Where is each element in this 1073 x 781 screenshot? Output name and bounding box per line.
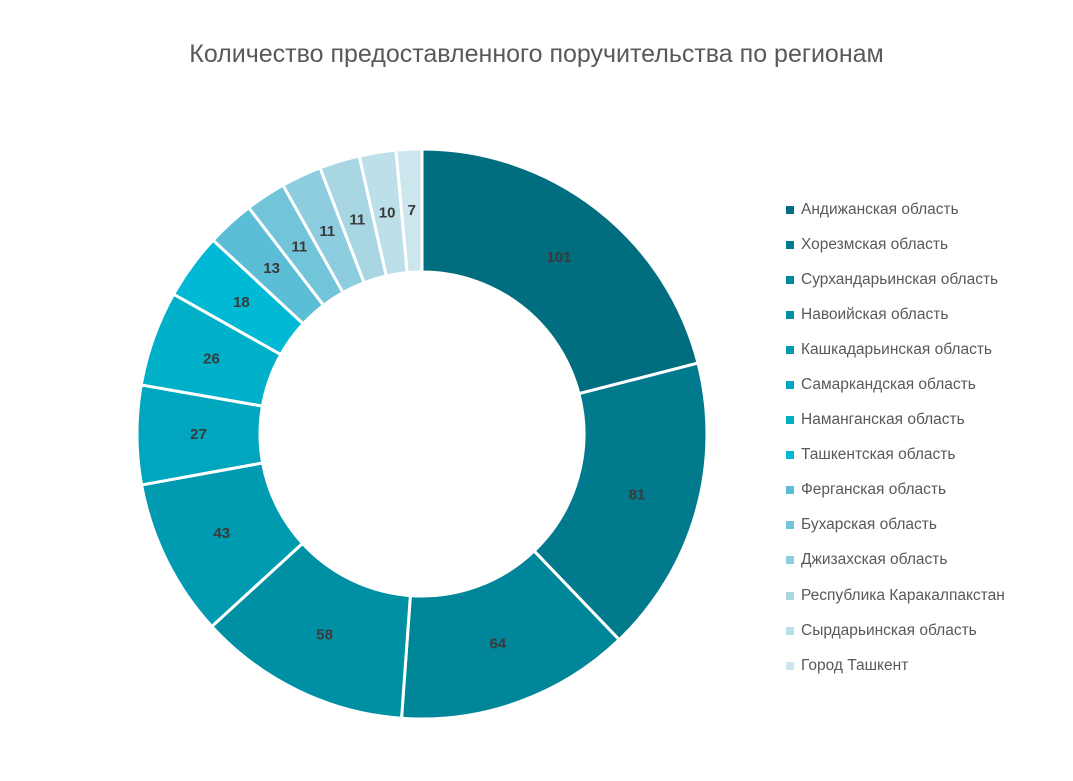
legend-swatch — [786, 205, 794, 214]
data-label: 18 — [233, 294, 250, 311]
legend-swatch — [786, 486, 794, 495]
legend-item: Сырдарьинская область — [786, 613, 1005, 648]
data-label: 43 — [213, 525, 230, 542]
data-label: 11 — [349, 212, 365, 229]
legend-label: Сурхандарьинская область — [801, 270, 999, 288]
legend-item: Хорезмская область — [786, 227, 1005, 262]
legend-swatch — [786, 310, 794, 319]
legend-item: Республика Каракалпакстан — [786, 578, 1005, 613]
data-label: 26 — [203, 350, 220, 367]
data-label: 58 — [316, 627, 333, 644]
legend-swatch — [786, 240, 794, 249]
data-label: 11 — [291, 239, 307, 256]
legend-swatch — [786, 591, 794, 600]
data-label: 27 — [190, 426, 207, 443]
data-label: 7 — [408, 202, 416, 219]
donut-slice — [531, 361, 709, 642]
data-label: 101 — [546, 249, 571, 266]
legend-swatch — [786, 556, 794, 565]
legend-label: Джизахская область — [801, 551, 948, 569]
legend-swatch — [786, 416, 794, 425]
legend-label: Ферганская область — [801, 481, 947, 499]
legend: Андижанская область Хорезмская область Сур… — [786, 192, 1005, 683]
legend-swatch — [786, 275, 794, 284]
legend-swatch — [786, 661, 794, 670]
data-label: 10 — [379, 205, 396, 222]
legend-label: Кашкадарьинская область — [801, 340, 992, 358]
legend-item: Город Ташкент — [786, 648, 1005, 683]
legend-swatch — [786, 345, 794, 354]
legend-swatch — [786, 521, 794, 530]
legend-swatch — [786, 451, 794, 460]
legend-swatch — [786, 626, 794, 635]
legend-label: Сырдарьинская область — [801, 621, 977, 639]
legend-label: Навоийская область — [801, 305, 949, 323]
legend-label: Республика Каракалпакстан — [801, 586, 1005, 604]
legend-item: Наманганская область — [786, 403, 1005, 438]
legend-swatch — [786, 381, 794, 390]
legend-item: Бухарская область — [786, 508, 1005, 543]
legend-label: Ташкентская область — [801, 446, 956, 464]
data-labels: 101 81 64 58 43 27 26 18 13 11 11 11 10 7 — [190, 202, 645, 653]
legend-label: Самаркандская область — [801, 376, 976, 394]
legend-label: Город Ташкент — [801, 656, 909, 674]
donut-slice — [420, 147, 700, 396]
donut-slice — [394, 147, 424, 275]
donut-slices — [135, 147, 709, 721]
legend-item: Кашкадарьинская область — [786, 332, 1005, 367]
data-label: 64 — [489, 636, 506, 653]
legend-label: Хорезмская область — [801, 235, 949, 253]
legend-label: Андижанская область — [801, 200, 959, 218]
legend-item: Сурхандарьинская область — [786, 262, 1005, 297]
chart-title: Количество предоставленного поручительст… — [189, 40, 884, 68]
data-label: 11 — [319, 223, 335, 240]
legend-item: Андижанская область — [786, 192, 1005, 227]
legend-label: Наманганская область — [801, 411, 965, 429]
legend-item: Ташкентская область — [786, 438, 1005, 473]
data-label: 81 — [629, 487, 646, 504]
legend-label: Бухарская область — [801, 516, 937, 534]
legend-item: Джизахская область — [786, 543, 1005, 578]
legend-item: Навоийская область — [786, 297, 1005, 332]
legend-item: Самаркандская область — [786, 367, 1005, 402]
legend-item: Ферганская область — [786, 473, 1005, 508]
data-label: 13 — [263, 260, 280, 277]
